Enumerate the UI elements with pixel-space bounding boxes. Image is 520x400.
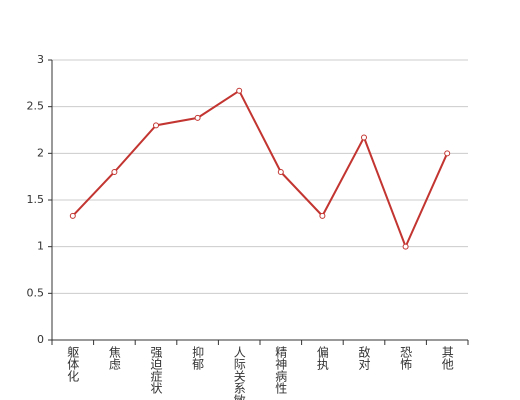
- y-tick-label: 3: [37, 53, 44, 66]
- y-tick-label: 0.5: [27, 286, 45, 299]
- x-tick-label: 精神病性: [274, 346, 288, 395]
- y-tick-label: 1.5: [27, 193, 45, 206]
- point: [402, 243, 409, 250]
- point: [277, 169, 284, 175]
- x-tick-label: 强迫症状: [149, 346, 163, 394]
- y-tick-label: 1: [37, 240, 44, 253]
- x-tick-label: 敌对: [357, 345, 371, 370]
- point: [236, 87, 243, 94]
- x-tick-label: 躯体化: [66, 345, 80, 383]
- y-tick-label: 2: [37, 146, 44, 159]
- x-tick-label: 恐怖: [399, 346, 413, 370]
- y-tick-label: 0: [37, 333, 44, 346]
- point: [153, 122, 159, 129]
- x-tick-label: 偏执: [315, 345, 329, 371]
- y-tick-label: 2.5: [27, 100, 45, 113]
- x-tick-label: 焦虑: [107, 346, 121, 370]
- x-tick-label: 抑郁: [191, 345, 205, 371]
- series-line: [72, 89, 449, 250]
- x-tick-label: 其他: [440, 346, 454, 370]
- point: [444, 150, 451, 157]
- point: [319, 212, 326, 219]
- point: [111, 169, 118, 175]
- point: [194, 114, 201, 121]
- x-tick-label: 人际关系敏感: [232, 346, 246, 400]
- point: [69, 212, 76, 219]
- point: [361, 134, 367, 141]
